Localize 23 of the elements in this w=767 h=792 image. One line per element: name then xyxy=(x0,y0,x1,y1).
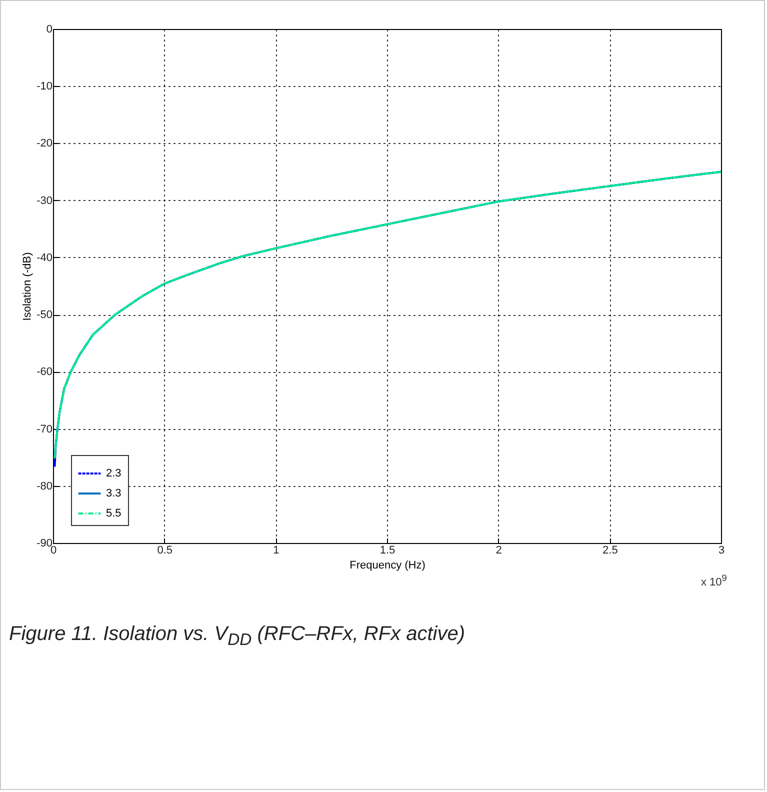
y-tick-label: -70 xyxy=(36,423,52,436)
y-tick-label: -40 xyxy=(36,252,52,264)
legend-label: 2.3 xyxy=(106,468,122,480)
legend-label: 3.3 xyxy=(106,488,122,500)
x-axis-title: Frequency (Hz) xyxy=(350,560,426,572)
x-tick-label: 1.5 xyxy=(380,544,396,556)
y-tick-label: -30 xyxy=(36,194,52,207)
y-tick-label: -50 xyxy=(36,309,52,322)
text: x 10$^{9}$ xyxy=(701,573,727,589)
y-tick-label: -20 xyxy=(36,138,52,150)
y-tick-label: -60 xyxy=(36,366,52,378)
y-tick-label: 0 xyxy=(46,24,52,36)
x-tick-label: 2.5 xyxy=(602,544,618,556)
y-tick-label: -80 xyxy=(36,480,52,492)
legend-label: 5.5 xyxy=(106,508,122,520)
caption: Figure 11. Isolation vs. V$_{DD}$ (RFC–RFx, RFx active) xyxy=(9,623,466,650)
x-tick-label: 0.5 xyxy=(157,544,172,556)
y-tick-label: -90 xyxy=(36,538,52,550)
y-axis-title: Isolation (-dB) xyxy=(22,252,34,321)
y-tick-label: -10 xyxy=(36,80,52,93)
x-tick-label: 1 xyxy=(273,544,280,556)
x-tick-label: 2 xyxy=(496,544,502,556)
x-tick-label: 3 xyxy=(718,544,725,556)
